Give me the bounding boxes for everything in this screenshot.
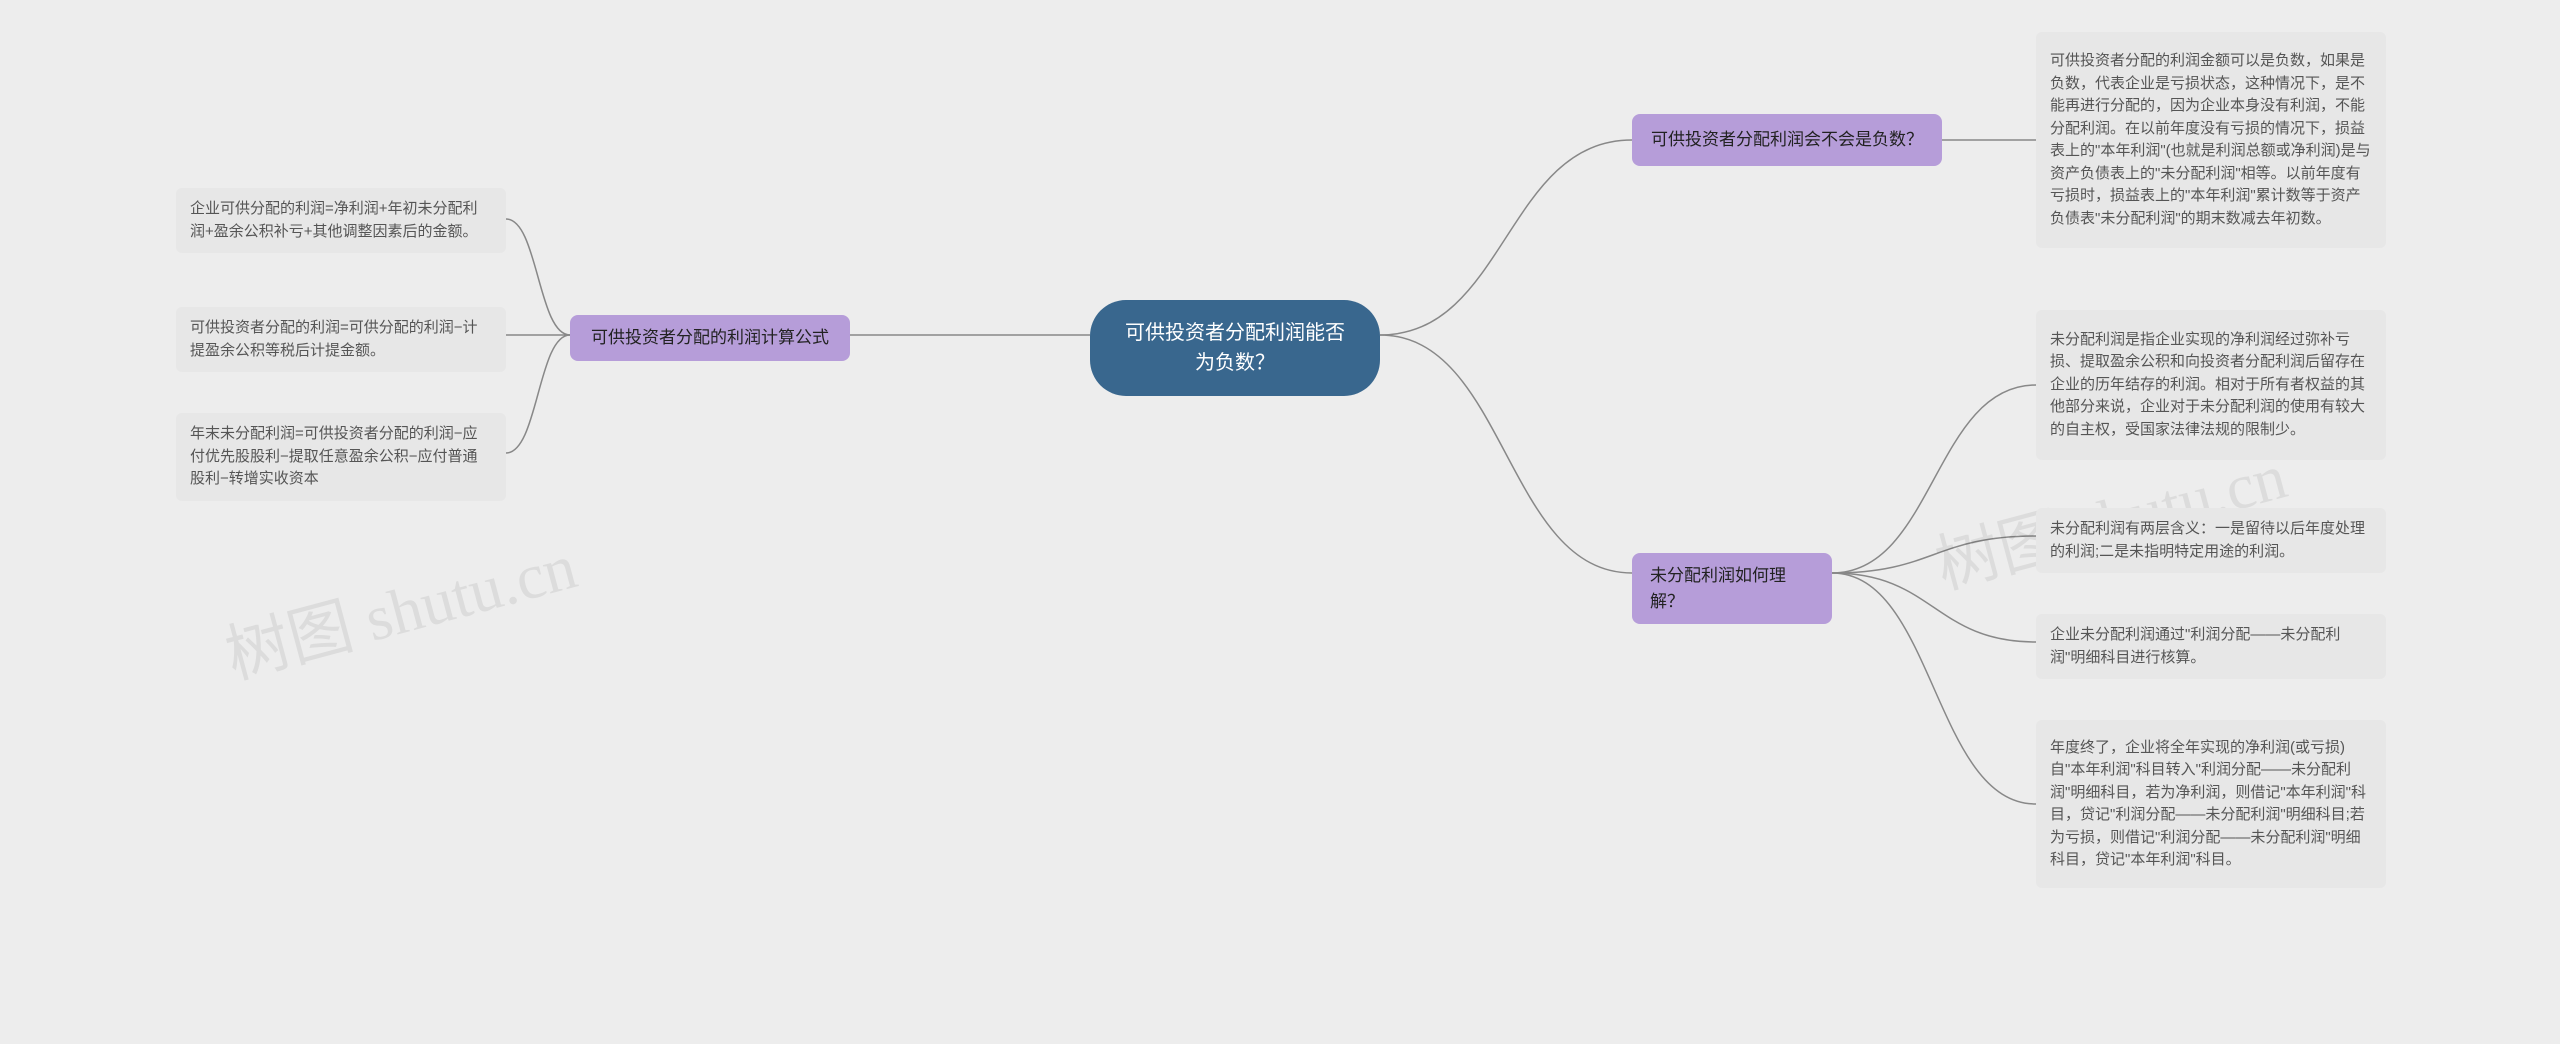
leaf-node: 年度终了，企业将全年实现的净利润(或亏损)自"本年利润"科目转入"利润分配——未… (2036, 720, 2386, 888)
leaf-node: 未分配利润有两层含义：一是留待以后年度处理的利润;二是未指明特定用途的利润。 (2036, 508, 2386, 573)
root-node: 可供投资者分配利润能否为负数？ (1090, 300, 1380, 396)
branch-node-left: 可供投资者分配的利润计算公式 (570, 315, 850, 361)
leaf-node: 年末未分配利润=可供投资者分配的利润−应付优先股股利−提取任意盈余公积−应付普通… (176, 413, 506, 501)
leaf-node: 可供投资者分配的利润=可供分配的利润−计提盈余公积等税后计提金额。 (176, 307, 506, 372)
branch-node-right2: 未分配利润如何理解？ (1632, 553, 1832, 624)
branch-node-right1: 可供投资者分配利润会不会是负数？ (1632, 114, 1942, 166)
leaf-node: 可供投资者分配的利润金额可以是负数，如果是负数，代表企业是亏损状态，这种情况下，… (2036, 32, 2386, 248)
leaf-node: 企业可供分配的利润=净利润+年初未分配利润+盈余公积补亏+其他调整因素后的金额。 (176, 188, 506, 253)
leaf-node: 未分配利润是指企业实现的净利润经过弥补亏损、提取盈余公积和向投资者分配利润后留存… (2036, 310, 2386, 460)
watermark: 树图 shutu.cn (214, 515, 585, 697)
leaf-node: 企业未分配利润通过"利润分配——未分配利润"明细科目进行核算。 (2036, 614, 2386, 679)
